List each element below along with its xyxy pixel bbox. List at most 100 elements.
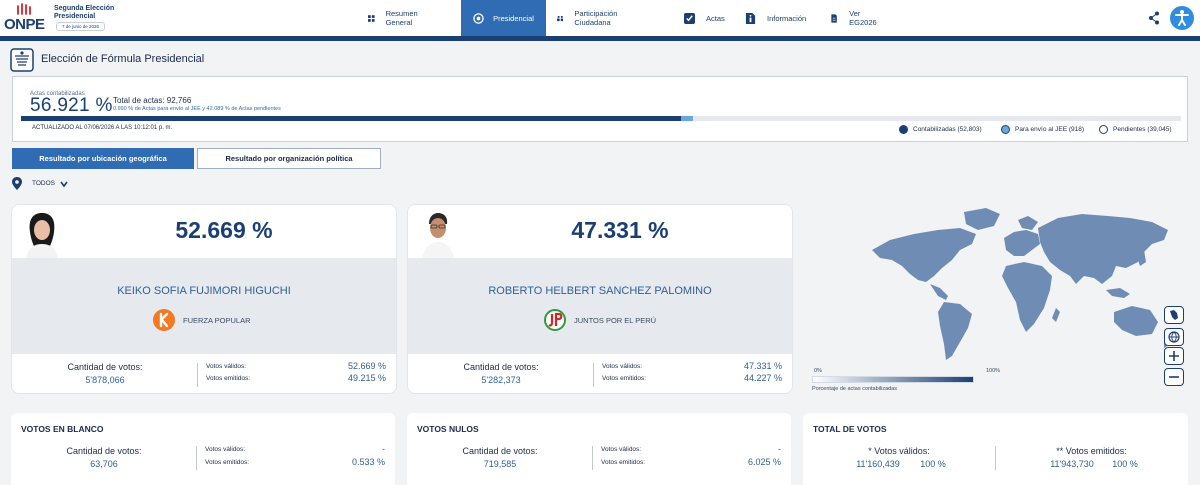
plus-icon <box>1169 351 1179 361</box>
document-info-icon <box>745 12 756 24</box>
accessibility-button[interactable] <box>1170 6 1194 30</box>
nav-actas[interactable]: Actas <box>684 0 725 36</box>
legend-pendientes: Pendientes (39,045) <box>1099 125 1172 134</box>
world-map[interactable] <box>868 204 1178 364</box>
zoom-out-button[interactable] <box>1164 368 1184 386</box>
valid-votes-count: 11'160,439 <box>856 459 900 469</box>
share-icon[interactable] <box>1148 11 1160 25</box>
legend-dot <box>899 125 908 134</box>
party-info: JUNTOS POR EL PERÚ <box>544 309 656 331</box>
peru-map-button[interactable] <box>1164 306 1184 324</box>
zoom-in-button[interactable] <box>1164 347 1184 365</box>
votes-label: Cantidad de votos: <box>67 362 143 372</box>
card-body <box>12 258 396 354</box>
emitted-votes-count: 11'943,730 <box>1050 459 1094 469</box>
candidate-percent: 52.669 % <box>175 217 273 243</box>
juntos-por-el-peru-logo-icon <box>544 309 566 331</box>
chevron-down-icon[interactable] <box>60 180 68 188</box>
card-body <box>408 258 792 354</box>
emitted-votes-row: Votos emitidos: 44.227 % <box>602 373 782 383</box>
votes-count: 5'282,373 <box>481 375 521 385</box>
onpe-logo-icon <box>17 3 31 15</box>
candidate-card[interactable]: 47.331 % ROBERTO HELBERT SANCHEZ PALOMIN… <box>407 204 793 394</box>
scale-gradient <box>812 376 974 383</box>
progress-contabilizadas <box>21 116 682 121</box>
header-divider <box>0 36 1200 41</box>
emitted-votes-percent: 49.215 % <box>347 373 386 383</box>
valid-votes-row: Votos válidos: - <box>601 444 781 454</box>
box-title: VOTOS EN BLANCO <box>21 424 104 434</box>
scale-caption: Porcentaje de actas contabilizadas <box>812 386 897 392</box>
nav-presidencial[interactable]: Presidencial <box>461 0 546 36</box>
brand-name[interactable]: ONPE <box>4 16 45 33</box>
actas-percent: 56.921 % <box>30 95 113 116</box>
votes-label: Cantidad de votos: <box>463 362 539 372</box>
blank-votes-box: VOTOS EN BLANCO Cantidad de votos: 63,70… <box>11 413 395 485</box>
progress-jee <box>681 116 693 121</box>
divider <box>592 446 593 470</box>
divider <box>995 446 996 470</box>
emitted-votes-row: Votos emitidos: 0.533 % <box>205 457 385 467</box>
valid-votes-row: Votos válidos: 47.331 % <box>602 361 782 371</box>
scale-min: 0% <box>814 368 822 374</box>
actas-label: Actas contabilizadas <box>30 91 85 97</box>
valid-votes-label: * Votos válidos: <box>868 446 930 456</box>
votes-label: Cantidad de votos: <box>66 446 142 456</box>
actas-progress-bar <box>21 116 1181 121</box>
location-pin-icon <box>12 177 22 190</box>
legend-dot <box>1001 125 1010 134</box>
document-icon <box>831 13 837 23</box>
valid-votes-percent: 47.331 % <box>743 361 782 371</box>
world-map-panel: 0% 100% Porcentaje de actas contabilizad… <box>808 204 1188 394</box>
top-navigation-bar: ONPE Segunda Elección Presidencial 7 de … <box>0 0 1200 36</box>
emitted-votes-percent: 100 % <box>1112 459 1138 469</box>
total-votes-box: TOTAL DE VOTOS * Votos válidos: 11'160,4… <box>803 413 1188 485</box>
divider <box>196 446 197 470</box>
valid-votes-percent: 100 % <box>920 459 946 469</box>
presidential-seal-icon <box>10 48 34 72</box>
candidate-name: ROBERTO HELBERT SANCHEZ PALOMINO <box>488 285 712 297</box>
candidate-name: KEIKO SOFIA FUJIMORI HIGUCHI <box>117 285 291 297</box>
valid-votes-percent: 52.669 % <box>347 361 386 371</box>
fuerza-popular-logo-icon <box>153 309 175 331</box>
scale-max: 100% <box>986 368 1001 374</box>
actas-note: 0.990 % de Actas para envío al JEE y 42.… <box>113 106 281 112</box>
minus-icon <box>1169 376 1179 378</box>
updated-timestamp: ACTUALIZADO AL 07/06/2026 A LAS 10:12:01… <box>32 125 173 131</box>
globe-icon <box>1168 331 1180 343</box>
seal-icon <box>473 12 484 24</box>
nav-participacion-ciudadana[interactable]: Participación Ciudadana <box>557 0 622 36</box>
total-actas: Total de actas: 92,766 <box>113 96 192 105</box>
votes-count: 63,706 <box>90 459 118 469</box>
nav-ver-eg2026[interactable]: Ver EG2026 <box>830 0 880 36</box>
nav-resumen-general[interactable]: Resumen General <box>368 0 422 36</box>
null-votes-box: VOTOS NULOS Cantidad de votos: 719,585 V… <box>407 413 791 485</box>
candidate-photo <box>22 210 62 258</box>
tab-ubicacion-geografica[interactable]: Resultado por ubicación geográfica <box>12 148 194 169</box>
nav-informacion[interactable]: Información <box>745 0 806 36</box>
candidate-photo <box>418 210 458 258</box>
accessibility-icon <box>1175 10 1189 26</box>
candidate-card[interactable]: 52.669 % KEIKO SOFIA FUJIMORI HIGUCHI FU… <box>11 204 397 394</box>
tab-organizacion-politica[interactable]: Resultado por organización política <box>197 148 381 169</box>
valid-votes-row: Votos válidos: 52.669 % <box>206 361 386 371</box>
emitted-votes-label: ** Votos emitidos: <box>1056 446 1127 456</box>
candidate-percent: 47.331 % <box>571 217 669 243</box>
peru-outline-icon <box>1170 310 1178 320</box>
box-title: VOTOS NULOS <box>417 424 479 434</box>
box-title: TOTAL DE VOTOS <box>813 424 887 434</box>
page-title: Elección de Fórmula Presidencial <box>41 53 205 65</box>
votes-label: Cantidad de votos: <box>462 446 538 456</box>
votes-count: 719,585 <box>483 459 517 469</box>
legend-contabilizadas: Contabilizadas (52,803) <box>899 125 982 134</box>
world-map-button[interactable] <box>1164 328 1184 346</box>
divider <box>197 363 198 387</box>
divider <box>593 363 594 387</box>
people-icon <box>557 15 564 21</box>
election-date: 7 de junio de 2026 <box>56 22 106 31</box>
checkbox-icon <box>684 12 695 24</box>
emitted-votes-percent: 44.227 % <box>743 373 782 383</box>
legend-dot <box>1099 125 1108 134</box>
location-filter[interactable]: TODOS <box>32 180 55 187</box>
legend-jee: Para envío al JEE (918) <box>1001 125 1084 134</box>
